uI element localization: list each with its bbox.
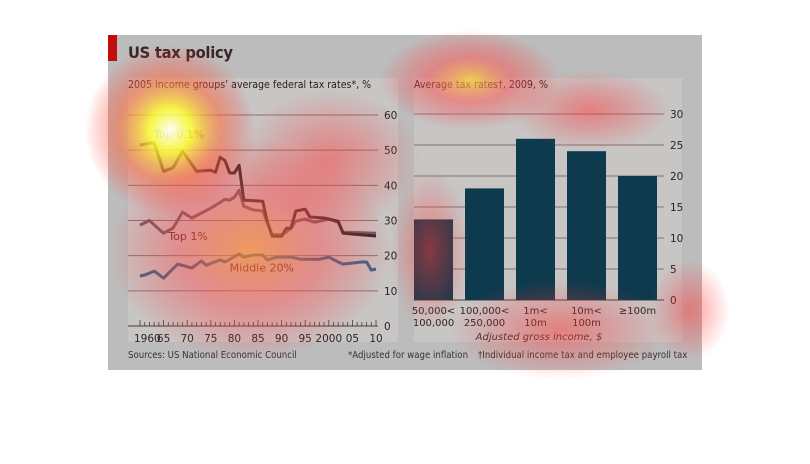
- x-tick-label: 70: [181, 333, 194, 345]
- bar-chart: 0 5 10 15 20 25 30 50,000<100,000 100,000<250,00…: [412, 109, 684, 343]
- y-tick-label: 0: [384, 321, 391, 333]
- y-tick-label: 25: [670, 140, 683, 152]
- x-category-label: 50,000<: [412, 306, 455, 317]
- bar: [414, 219, 453, 300]
- source-note: Sources: US National Economic Council: [128, 350, 297, 361]
- y-tick-label: 10: [384, 286, 397, 298]
- footnote-payroll-tax: †Individual income tax and employee payr…: [478, 350, 688, 361]
- x-tick-label: 10: [369, 333, 382, 345]
- chart-frame: US tax policy 2005 income groups’ averag…: [108, 35, 702, 370]
- x-tick-label: 90: [275, 333, 288, 345]
- y-tick-label: 15: [670, 202, 683, 214]
- x-tick-label: 05: [346, 333, 359, 345]
- x-tick-label: 95: [299, 333, 312, 345]
- y-tick-label: 60: [384, 110, 397, 122]
- x-tick-label: 2000: [315, 333, 342, 345]
- y-tick-label: 50: [384, 145, 397, 157]
- y-tick-label: 5: [670, 264, 677, 276]
- line-chart-panel: 2005 income groups’ average federal tax …: [128, 78, 398, 345]
- bar-chart-panel: Average tax rates†, 2009, % 0 5 10 15 20 25 30…: [412, 78, 684, 343]
- x-category-label: 1m<: [523, 306, 547, 317]
- x-axis-title: Adjusted gross income, $: [475, 332, 603, 343]
- bar: [567, 151, 606, 300]
- y-tick-label: 0: [670, 295, 677, 307]
- y-tick-label: 40: [384, 180, 397, 192]
- y-tick-label: 20: [670, 171, 683, 183]
- y-tick-label: 10: [670, 233, 683, 245]
- series-label-middle-20: Middle 20%: [230, 261, 294, 274]
- series-label-top-1: Top 1%: [167, 230, 208, 243]
- x-category-label: 100m: [572, 318, 601, 329]
- page-title: US tax policy: [128, 43, 233, 62]
- bar: [516, 138, 555, 300]
- x-category-label: 100,000<: [460, 306, 510, 317]
- x-category-label: 10m: [524, 318, 546, 329]
- footnote-wage-inflation: *Adjusted for wage inflation: [348, 350, 469, 361]
- brand-accent-bar: [108, 35, 117, 61]
- bar: [465, 188, 504, 300]
- x-tick-label: 85: [251, 333, 264, 345]
- x-tick-label: 80: [228, 333, 241, 345]
- x-category-label: 250,000: [464, 318, 505, 329]
- y-tick-label: 20: [384, 251, 397, 263]
- bar: [618, 176, 657, 300]
- x-category-label: 100,000: [413, 318, 454, 329]
- series-label-top-0-1: Top 0.1%: [153, 128, 204, 141]
- x-category-label: 10m<: [571, 306, 602, 317]
- x-tick-label: 75: [204, 333, 217, 345]
- y-tick-label: 30: [670, 109, 683, 121]
- y-tick-label: 30: [384, 216, 397, 228]
- x-tick-label: 65: [157, 333, 170, 345]
- x-category-label: ≥100m: [619, 306, 656, 317]
